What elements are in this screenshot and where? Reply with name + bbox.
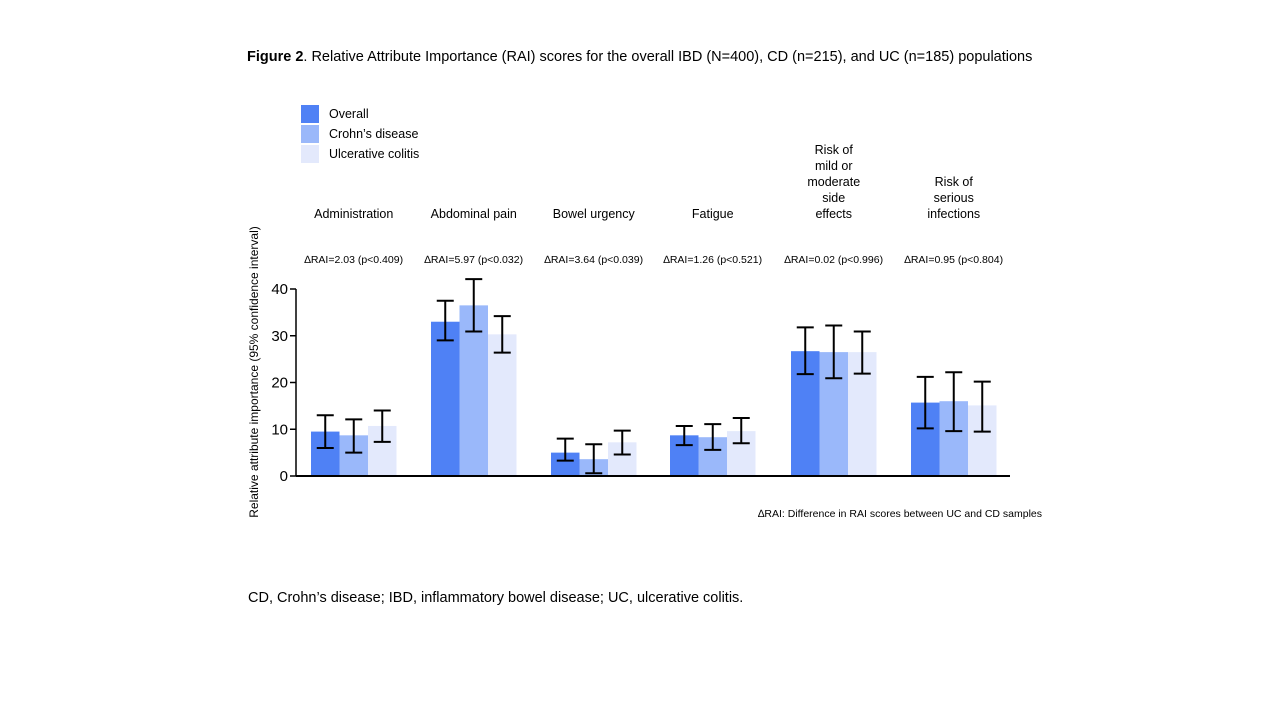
delta-rai-label-1: ∆RAI=5.97 (p<0.032) — [424, 254, 524, 266]
abbreviations-footnote: CD, Crohn’s disease; IBD, inflammatory b… — [248, 590, 744, 606]
legend-label-overall: Overall — [329, 107, 369, 121]
delta-rai-footnote: ∆RAI: Difference in RAI scores between U… — [758, 508, 1043, 520]
figure-title: Figure 2. Relative Attribute Importance … — [247, 49, 1032, 65]
delta-rai-label-3: ∆RAI=1.26 (p<0.521) — [663, 254, 763, 266]
legend-swatch-overall — [301, 105, 319, 123]
category-label-3: Fatigue — [691, 207, 734, 221]
delta-rai-label-2: ∆RAI=3.64 (p<0.039) — [544, 254, 644, 266]
legend-swatch-uc — [301, 145, 319, 163]
category-label-2: Bowel urgency — [552, 207, 635, 221]
figure-number: Figure 2 — [247, 49, 304, 65]
y-tick-label-3: 30 — [271, 328, 288, 345]
chart-legend: Overall Crohn’s disease Ulcerative colit… — [301, 104, 419, 164]
legend-label-uc: Ulcerative colitis — [329, 147, 420, 161]
figure-caption: . Relative Attribute Importance (RAI) sc… — [303, 49, 1033, 65]
legend-swatch-crohns — [301, 125, 319, 143]
y-tick-label-0: 0 — [280, 468, 288, 485]
legend-item-uc: Ulcerative colitis — [301, 144, 419, 164]
delta-rai-label-0: ∆RAI=2.03 (p<0.409) — [304, 254, 404, 266]
legend-item-crohns: Crohn’s disease — [301, 124, 419, 144]
category-label-4: Risk of mild or moderate side effects — [807, 143, 861, 221]
delta-rai-label-4: ∆RAI=0.02 (p<0.996) — [784, 254, 884, 266]
y-tick-label-2: 20 — [271, 375, 288, 392]
category-label-0: Administration — [314, 207, 394, 221]
bar-2-0 — [551, 452, 580, 476]
y-tick-label-4: 40 — [271, 281, 288, 298]
bar-1-0 — [431, 321, 460, 476]
y-tick-label-1: 10 — [271, 421, 288, 438]
legend-label-crohns: Crohn’s disease — [329, 127, 419, 141]
category-label-1: Abdominal pain — [430, 207, 517, 221]
delta-rai-label-5: ∆RAI=0.95 (p<0.804) — [904, 254, 1004, 266]
legend-item-overall: Overall — [301, 104, 419, 124]
category-label-5: Risk of serious infections — [927, 175, 981, 221]
bar-1-2 — [488, 334, 517, 476]
bar-1-1 — [459, 305, 488, 476]
